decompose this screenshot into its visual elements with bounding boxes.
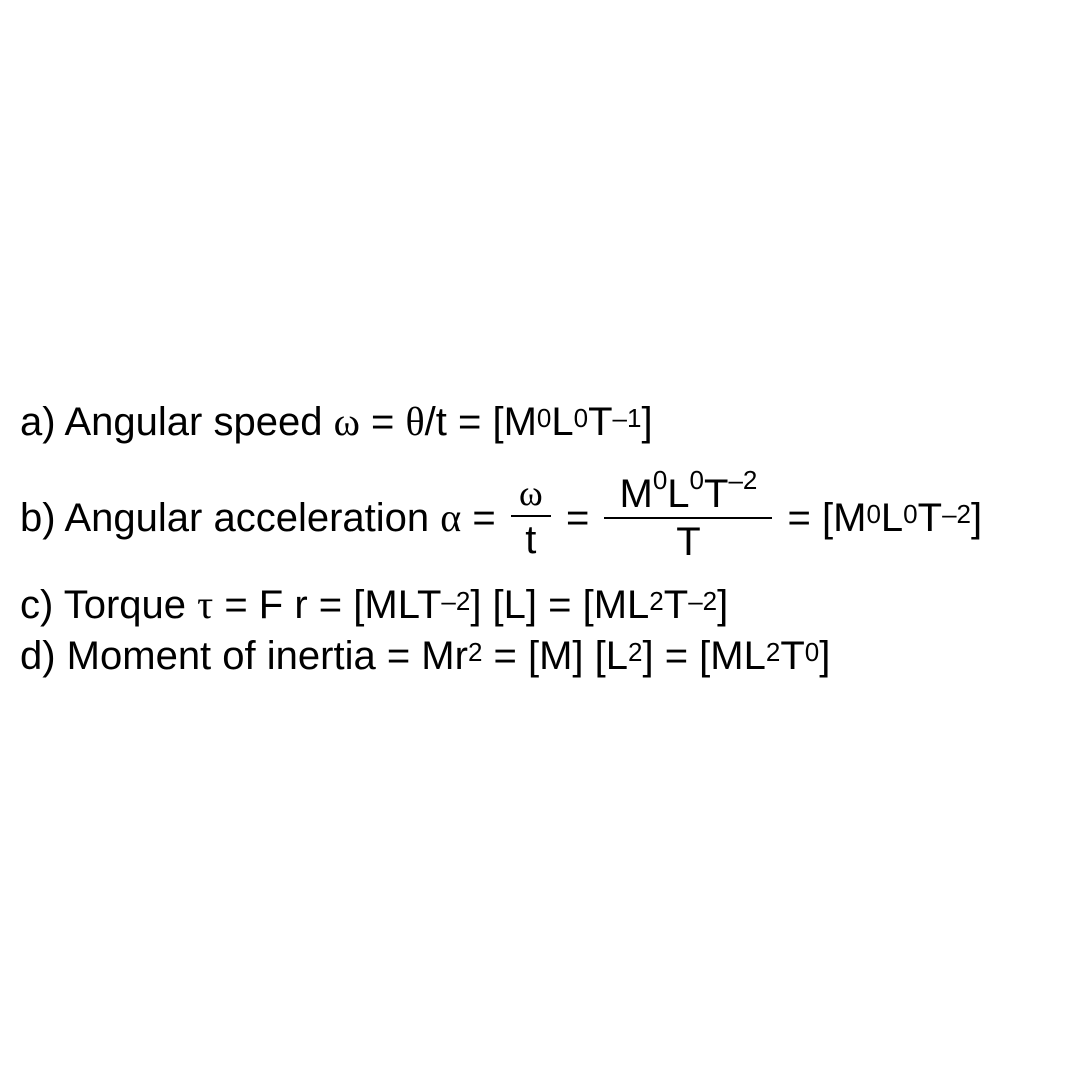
- line-b-L: L: [880, 496, 904, 540]
- line-b-close: ]: [971, 496, 983, 540]
- f2-sup-3: –2: [728, 464, 758, 495]
- line-d-part3: T: [780, 634, 805, 678]
- f2-T: T: [704, 472, 729, 516]
- fraction-1-denominator: t: [525, 517, 537, 562]
- line-b-eq3: = [M: [776, 496, 867, 540]
- theta-symbol: θ: [405, 399, 425, 444]
- line-c-part2: ] [L] = [ML: [470, 583, 650, 627]
- line-b-label: b) Angular acceleration: [20, 496, 441, 540]
- formula-line-c: c) Torque τ = F r = [MLT –2] [L] = [ML 2 T –…: [20, 582, 729, 627]
- alpha-symbol: α: [440, 495, 462, 540]
- line-c-part1: = F r = [MLT: [213, 583, 442, 627]
- line-a-L: L: [551, 400, 574, 444]
- omega-symbol: ω: [333, 399, 360, 444]
- f2-sup-1: 0: [652, 464, 668, 495]
- line-b-eq2: =: [554, 496, 601, 540]
- fraction-dimension-over-T: M0L0T–2 T: [604, 467, 773, 564]
- line-a-close: ]: [641, 400, 653, 444]
- fraction-1-bar: [510, 514, 551, 517]
- tau-symbol: τ: [197, 582, 214, 627]
- fraction-2-numerator: M0L0T–2: [615, 467, 761, 516]
- f2-M: M: [619, 472, 653, 516]
- line-d-part2: ] = [ML: [642, 634, 766, 678]
- line-b-eq1: =: [461, 496, 507, 540]
- formula-line-b: b) Angular acceleration α = ω t = M0L0T–…: [20, 464, 983, 564]
- formula-line-a: a) Angular speed ω = θ/t = [M 0 L 0 T –1]: [20, 399, 653, 444]
- f2-L: L: [667, 472, 690, 516]
- line-b-T: T: [917, 496, 943, 540]
- line-a-rest: /t = [M: [424, 400, 537, 444]
- line-c-close: ]: [717, 583, 729, 627]
- line-d-part1: = [M] [L: [482, 634, 629, 678]
- line-a-label: a) Angular speed: [20, 400, 334, 444]
- fraction-omega-over-t: ω t: [510, 473, 551, 562]
- fraction-2-denominator: T: [676, 520, 701, 564]
- formula-line-d: d) Moment of inertia = Mr 2 = [M] [L 2] = …: [20, 634, 831, 678]
- fraction-1-numerator: ω: [518, 473, 543, 514]
- line-a-T: T: [588, 400, 613, 444]
- f2-sup-2: 0: [689, 464, 704, 495]
- line-a-eq: =: [359, 400, 406, 444]
- line-c-label: c) Torque: [20, 583, 198, 627]
- line-c-part3: T: [663, 583, 689, 627]
- line-d-close: ]: [819, 634, 831, 678]
- fraction-2-bar: [604, 517, 773, 519]
- line-d-label: d) Moment of inertia = Mr: [20, 634, 468, 678]
